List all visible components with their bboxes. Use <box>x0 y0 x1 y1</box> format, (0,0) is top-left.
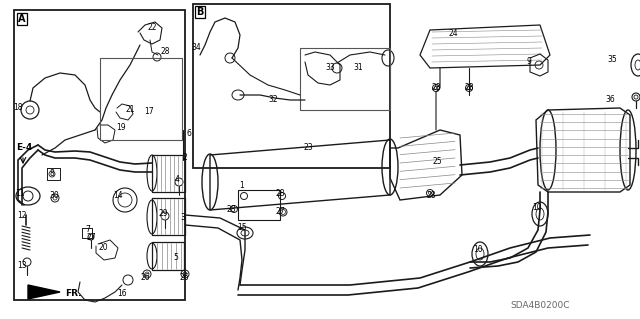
Text: 15: 15 <box>237 224 247 233</box>
Text: 10: 10 <box>473 244 483 254</box>
Text: 35: 35 <box>607 56 617 64</box>
Text: 29: 29 <box>158 209 168 218</box>
Text: 16: 16 <box>117 290 127 299</box>
Text: 7: 7 <box>86 226 90 234</box>
Text: 28: 28 <box>426 191 436 201</box>
Text: 10: 10 <box>532 204 542 212</box>
Bar <box>14 10 185 300</box>
Text: 34: 34 <box>191 42 201 51</box>
Text: 18: 18 <box>13 102 23 112</box>
Text: 20: 20 <box>98 243 108 253</box>
Text: B: B <box>196 7 204 17</box>
Text: 14: 14 <box>113 191 123 201</box>
Text: 2: 2 <box>182 153 188 162</box>
Text: 9: 9 <box>527 57 531 66</box>
Text: 26: 26 <box>179 272 189 281</box>
Text: 23: 23 <box>303 143 313 152</box>
Text: A: A <box>18 14 26 24</box>
Text: 5: 5 <box>173 253 179 262</box>
Bar <box>193 4 390 168</box>
Text: 28: 28 <box>275 189 285 197</box>
Text: 27: 27 <box>275 206 285 216</box>
Bar <box>238 190 280 220</box>
Text: 6: 6 <box>187 129 191 137</box>
Text: 13: 13 <box>17 261 27 270</box>
Text: 33: 33 <box>325 63 335 71</box>
Text: 28: 28 <box>160 48 170 56</box>
Text: 30: 30 <box>49 191 59 201</box>
Text: 24: 24 <box>448 28 458 38</box>
Text: 28: 28 <box>464 84 474 93</box>
Text: 19: 19 <box>116 123 126 132</box>
Text: 21: 21 <box>125 105 135 114</box>
Text: 26: 26 <box>140 272 150 281</box>
Text: 11: 11 <box>15 189 25 198</box>
Text: 4: 4 <box>175 174 179 183</box>
Text: SDA4B0200C: SDA4B0200C <box>510 301 570 310</box>
Text: FR.: FR. <box>65 288 81 298</box>
Text: 8: 8 <box>50 168 54 177</box>
Polygon shape <box>28 285 60 299</box>
Text: E-4: E-4 <box>16 143 32 152</box>
Text: 31: 31 <box>353 63 363 71</box>
Text: 12: 12 <box>17 211 27 220</box>
Text: 32: 32 <box>268 95 278 105</box>
Text: 3: 3 <box>180 213 186 222</box>
Text: 36: 36 <box>605 95 615 105</box>
Text: 25: 25 <box>432 158 442 167</box>
Text: 22: 22 <box>147 24 157 33</box>
Text: 27: 27 <box>86 234 96 242</box>
Text: 1: 1 <box>239 182 244 190</box>
Text: 17: 17 <box>144 108 154 116</box>
Text: 28: 28 <box>227 205 236 214</box>
Text: 28: 28 <box>431 84 441 93</box>
